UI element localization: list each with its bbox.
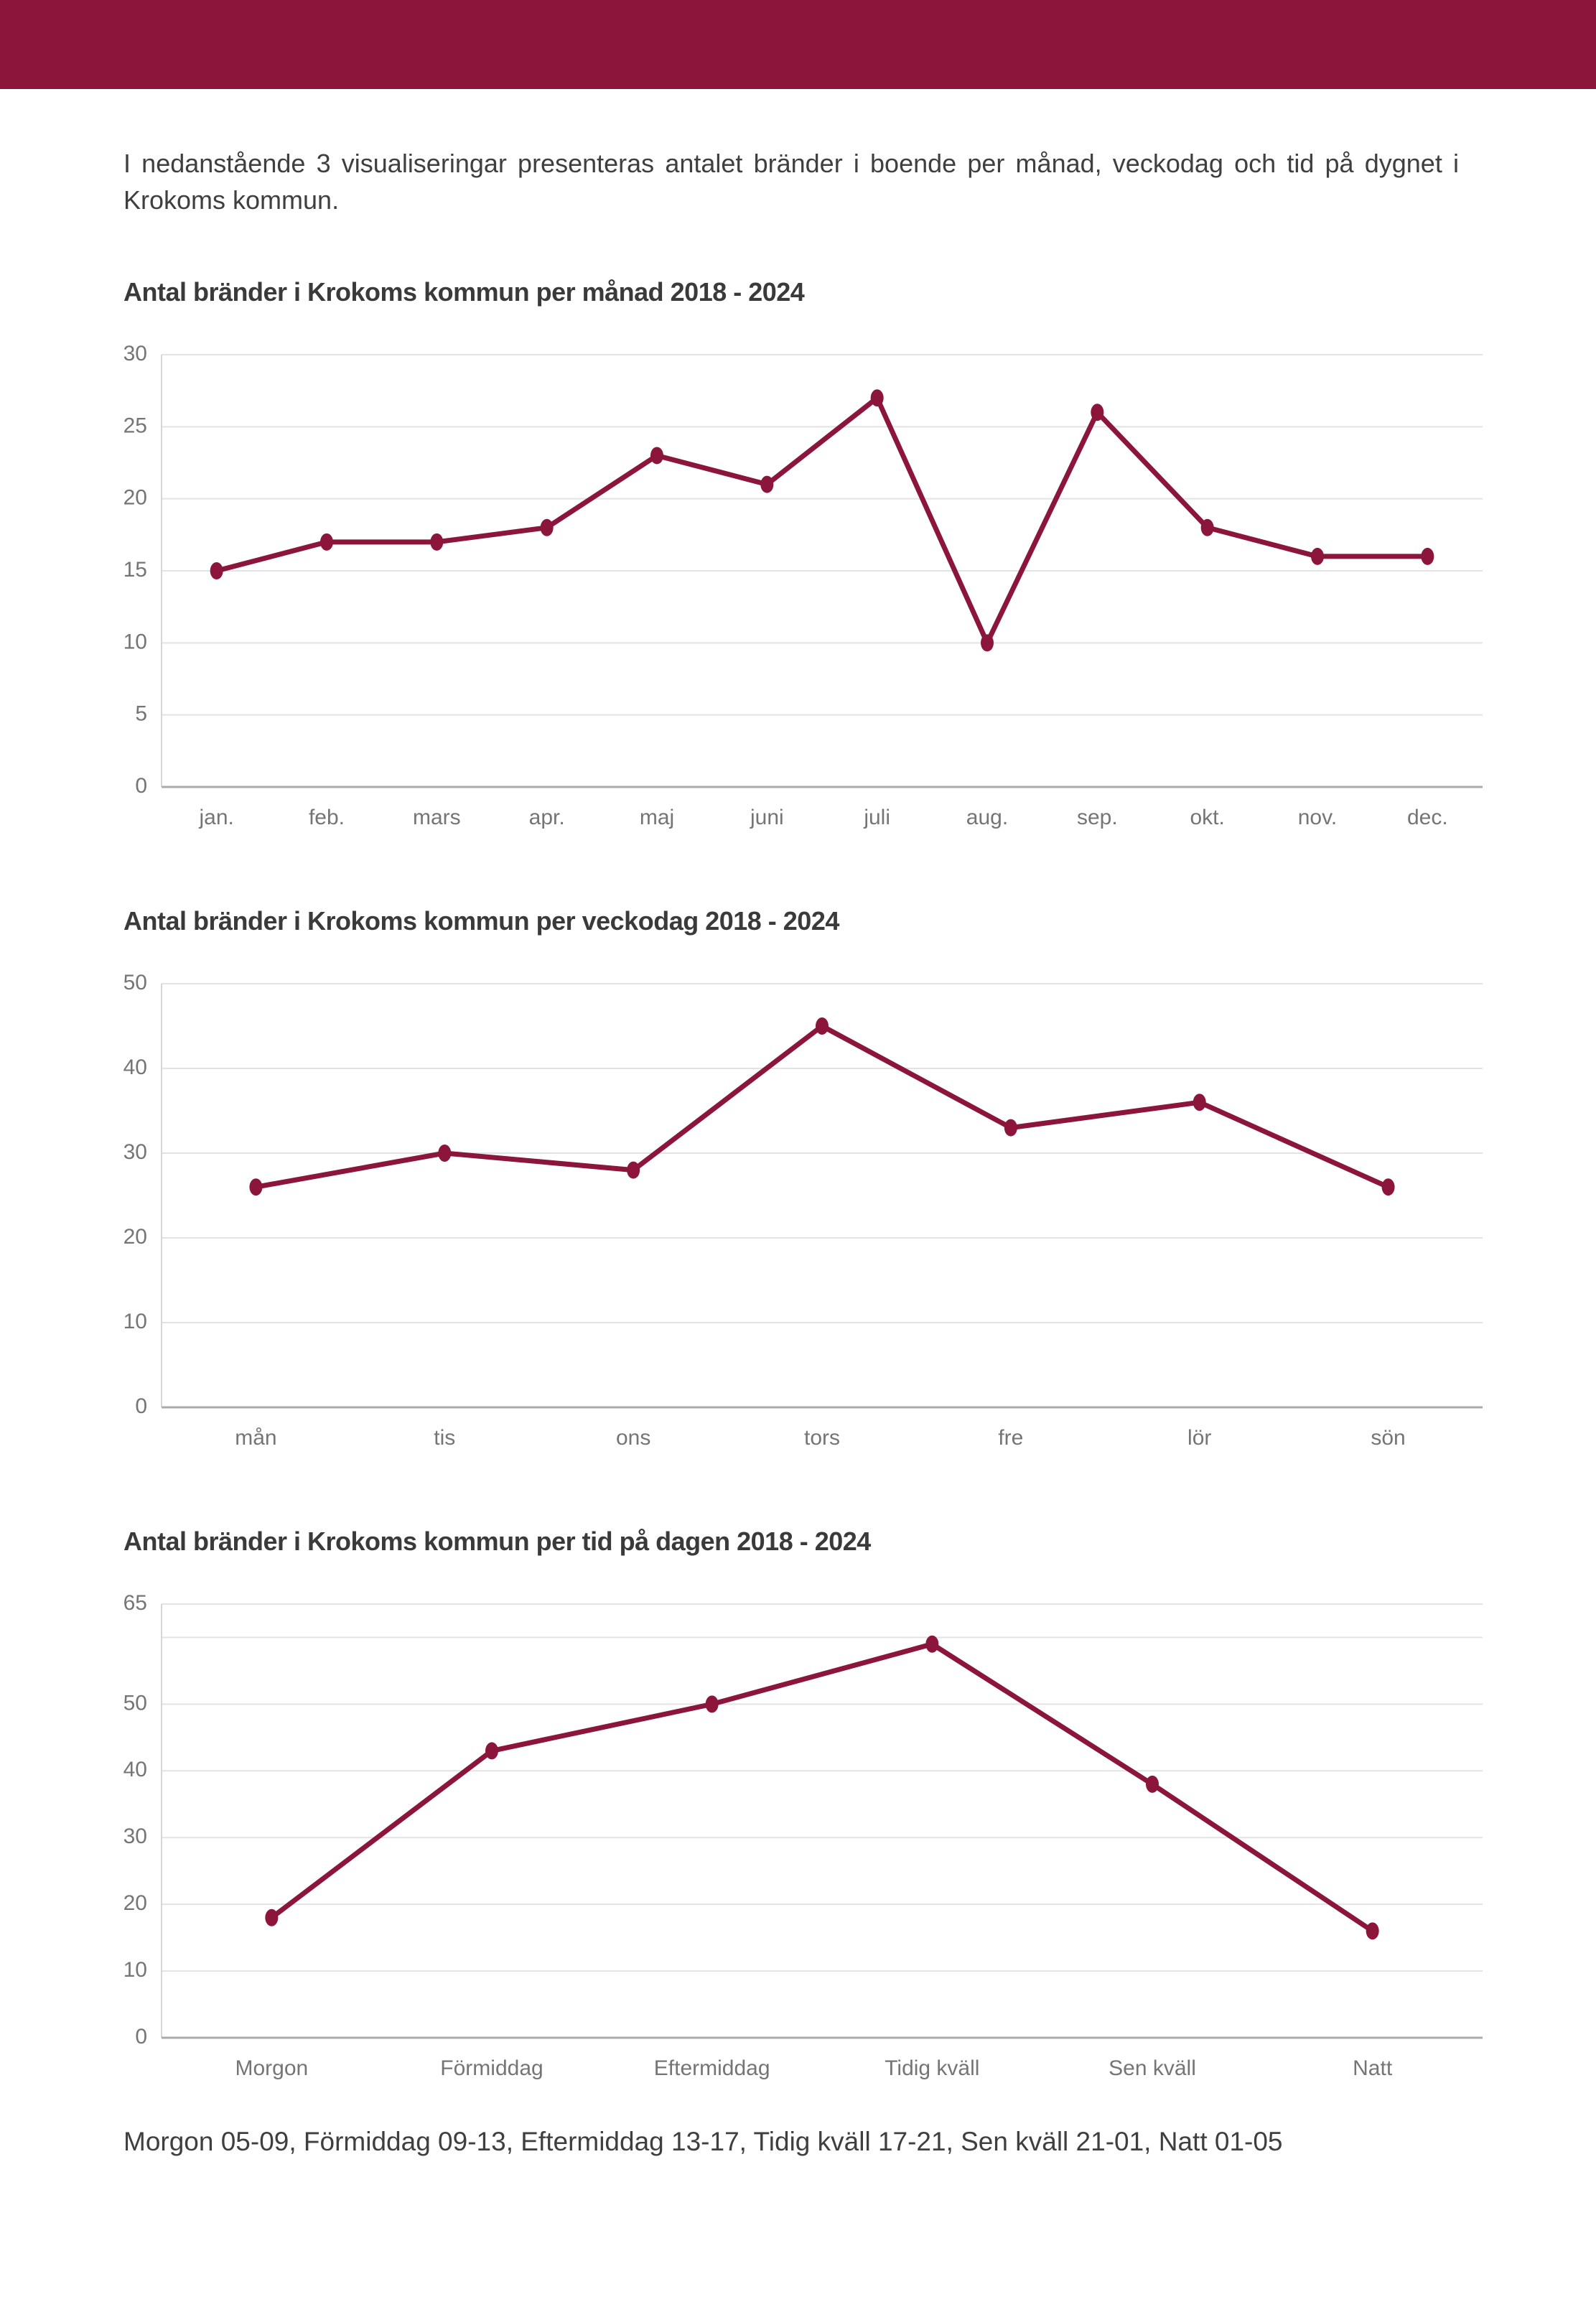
svg-text:0: 0: [135, 1394, 147, 1418]
svg-text:ons: ons: [616, 1426, 650, 1450]
svg-text:40: 40: [123, 1055, 147, 1079]
svg-text:Morgon: Morgon: [235, 2056, 308, 2080]
svg-text:tis: tis: [434, 1426, 455, 1450]
svg-text:15: 15: [123, 558, 147, 582]
svg-text:juli: juli: [863, 806, 890, 829]
svg-text:30: 30: [123, 1824, 147, 1848]
svg-text:Natt: Natt: [1353, 2056, 1393, 2080]
svg-text:0: 0: [135, 774, 147, 798]
svg-text:20: 20: [123, 1891, 147, 1915]
svg-text:20: 20: [123, 1225, 147, 1249]
svg-text:tors: tors: [804, 1426, 840, 1450]
line-chart-per-time-of-day: 0 10 20 30 40 50 65 Morgon Förmiddag Eftermiddag T…: [123, 1591, 1483, 2080]
svg-text:lör: lör: [1187, 1426, 1211, 1450]
svg-text:feb.: feb.: [309, 806, 345, 829]
page-content: I nedanstående 3 visualiseringar present…: [0, 145, 1596, 2157]
svg-text:mars: mars: [413, 806, 461, 829]
svg-text:dec.: dec.: [1407, 806, 1448, 829]
svg-text:Sen kväll: Sen kväll: [1109, 2056, 1196, 2080]
line-chart-per-month: 0 5 10 15 20 25 30 jan. feb. mars apr. maj juni juli a…: [123, 342, 1483, 829]
svg-text:Förmiddag: Förmiddag: [440, 2056, 543, 2080]
svg-text:sep.: sep.: [1077, 806, 1118, 829]
svg-text:maj: maj: [640, 806, 674, 829]
chart-title-per-month: Antal bränder i Krokoms kommun per månad…: [123, 277, 805, 307]
svg-text:30: 30: [123, 1140, 147, 1164]
svg-text:10: 10: [123, 630, 147, 653]
svg-text:65: 65: [123, 1591, 147, 1615]
svg-text:juni: juni: [750, 806, 784, 829]
svg-text:25: 25: [123, 414, 147, 437]
svg-text:nov.: nov.: [1298, 806, 1337, 829]
svg-text:aug.: aug.: [966, 806, 1008, 829]
svg-text:apr.: apr.: [529, 806, 565, 829]
svg-text:sön: sön: [1371, 1426, 1405, 1450]
svg-text:30: 30: [123, 342, 147, 365]
svg-text:10: 10: [123, 1310, 147, 1333]
svg-text:jan.: jan.: [198, 806, 233, 829]
svg-text:5: 5: [135, 702, 147, 726]
header-color-bar: [0, 0, 1596, 89]
svg-text:mån: mån: [235, 1426, 276, 1450]
time-ranges-note: Morgon 05-09, Förmiddag 09-13, Eftermidd…: [123, 2127, 1283, 2157]
svg-text:0: 0: [135, 2025, 147, 2049]
svg-text:okt.: okt.: [1190, 806, 1224, 829]
svg-text:50: 50: [123, 1692, 147, 1715]
chart-title-per-time-of-day: Antal bränder i Krokoms kommun per tid p…: [123, 1527, 871, 1557]
svg-text:Eftermiddag: Eftermiddag: [654, 2056, 770, 2080]
svg-text:50: 50: [123, 971, 147, 994]
svg-text:Tidig kväll: Tidig kväll: [885, 2056, 979, 2080]
svg-text:fre: fre: [998, 1426, 1023, 1450]
svg-text:20: 20: [123, 486, 147, 510]
intro-paragraph: I nedanstående 3 visualiseringar present…: [123, 149, 1459, 215]
line-chart-per-weekday: 0 10 20 30 40 50 mån tis ons tors fre lör sön: [123, 971, 1483, 1450]
chart-title-per-weekday: Antal bränder i Krokoms kommun per vecko…: [123, 906, 839, 936]
svg-text:10: 10: [123, 1958, 147, 1982]
svg-text:40: 40: [123, 1758, 147, 1781]
